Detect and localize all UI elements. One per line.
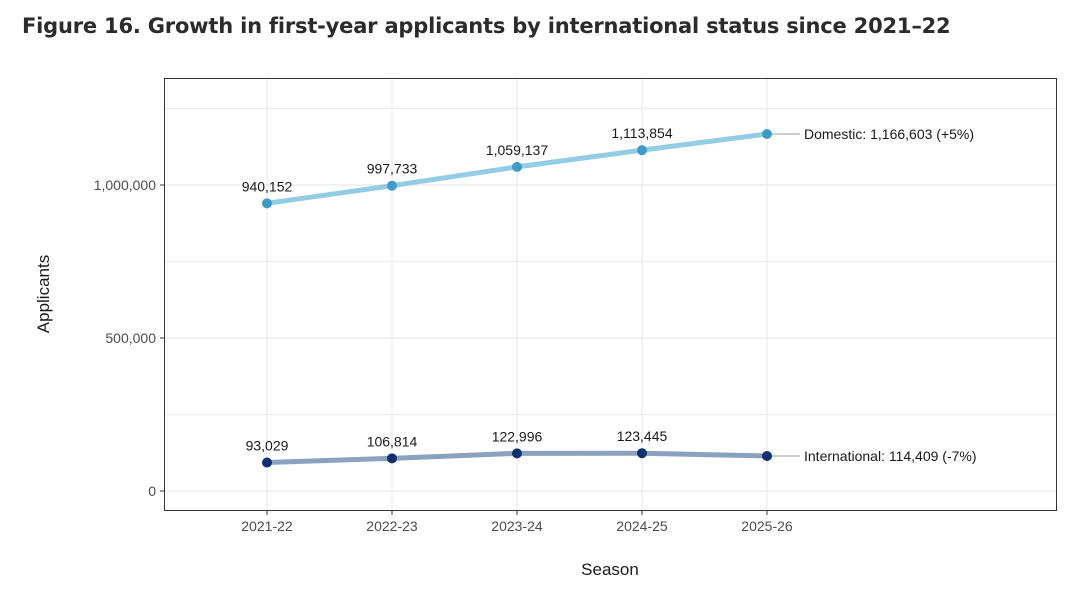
- y-tick-label: 0: [148, 483, 156, 499]
- data-label: 122,996: [492, 428, 543, 444]
- x-tick-label: 2023-24: [491, 518, 543, 534]
- x-axis-ticks: 2021-22 2022-23 2023-24 2024-25 2025-26: [241, 511, 793, 534]
- series-group: 940,152 997,733 1,059,137 1,113,854 Domestic…: [242, 125, 977, 468]
- end-label: International: 114,409 (-7%): [804, 448, 977, 464]
- data-point: [387, 453, 397, 464]
- plot-panel: [164, 78, 1057, 511]
- gridlines: [165, 79, 1056, 510]
- data-point: [512, 448, 522, 459]
- data-point: [262, 457, 272, 468]
- data-point: [637, 448, 647, 459]
- data-label: 1,113,854: [611, 125, 672, 141]
- data-label: 123,445: [617, 428, 668, 444]
- data-label: 106,814: [367, 433, 418, 449]
- x-tick-label: 2022-23: [366, 518, 418, 534]
- data-point: [762, 129, 772, 140]
- data-point: [637, 145, 647, 156]
- series-international: 93,029 106,814 122,996 123,445 International…: [246, 428, 977, 468]
- y-tick-label: 1,000,000: [94, 177, 156, 193]
- y-tick-label: 500,000: [105, 330, 156, 346]
- x-tick-label: 2025-26: [741, 518, 793, 534]
- figure-title: Figure 16. Growth in first-year applican…: [22, 14, 951, 38]
- end-label: Domestic: 1,166,603 (+5%): [804, 126, 974, 142]
- data-point: [512, 161, 522, 172]
- x-tick-label: 2024-25: [616, 518, 668, 534]
- y-axis-ticks: 0 500,000 1,000,000: [94, 177, 164, 499]
- x-axis-label: Season: [581, 560, 639, 579]
- data-point: [262, 198, 272, 209]
- data-label: 93,029: [246, 438, 289, 454]
- data-point: [762, 450, 772, 461]
- y-axis-label: Applicants: [34, 255, 53, 333]
- data-label: 997,733: [367, 161, 418, 177]
- x-tick-label: 2021-22: [241, 518, 293, 534]
- data-label: 940,152: [242, 178, 293, 194]
- data-point: [387, 180, 397, 191]
- data-label: 1,059,137: [486, 142, 548, 158]
- series-domestic: 940,152 997,733 1,059,137 1,113,854 Domestic…: [242, 125, 974, 209]
